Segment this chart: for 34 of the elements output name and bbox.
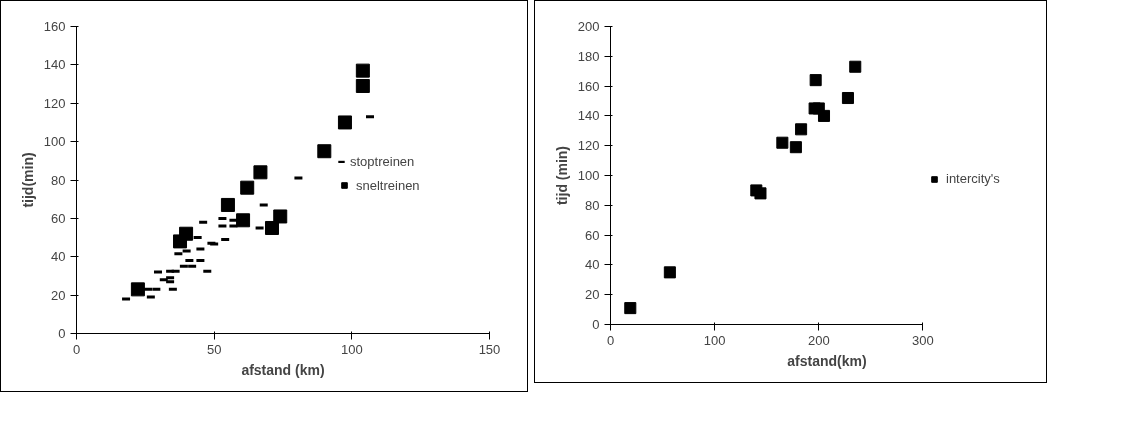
y-tick-label: 120: [577, 138, 600, 154]
x-tick-label: 100: [703, 332, 726, 348]
y-tick-label: 20: [585, 287, 600, 303]
y-tick-label: 0: [592, 317, 600, 332]
x-tick-label: 50: [206, 341, 222, 357]
y-tick-label: 140: [43, 57, 66, 73]
legend-label: intercity's: [946, 171, 1000, 186]
y-tick-label: 60: [585, 227, 600, 243]
y-tick-label: 200: [577, 19, 600, 34]
x-tick-label: 300: [912, 332, 934, 348]
y-tick-label: 60: [51, 210, 66, 226]
y-tick-label: 120: [43, 95, 66, 111]
x-tick-label: 0: [606, 332, 615, 348]
x-tick-label: 100: [340, 341, 363, 357]
legend-label: sneltreinen: [356, 177, 420, 193]
y-tick-label: 180: [577, 48, 600, 64]
x-axis-title: afstand (km): [241, 361, 325, 378]
y-tick-label: 160: [43, 19, 66, 34]
y-tick-label: 80: [585, 197, 600, 213]
y-tick-label: 160: [577, 78, 600, 94]
y-tick-label: 100: [43, 134, 66, 150]
y-tick-label: 20: [51, 287, 66, 303]
x-tick-label: 0: [72, 341, 81, 357]
y-tick-label: 100: [577, 168, 600, 183]
y-tick-label: 40: [585, 257, 600, 273]
y-tick-label: 80: [51, 172, 66, 188]
x-axis-title: afstand(km): [787, 352, 867, 369]
legend-label: stoptreinen: [350, 153, 415, 169]
y-tick-label: 40: [51, 249, 66, 265]
y-axis-title: tijd (min): [553, 145, 570, 206]
x-tick-label: 150: [478, 341, 501, 357]
x-tick-label: 200: [807, 332, 830, 348]
y-axis-title: tijd(min): [19, 152, 36, 208]
y-tick-label: 140: [577, 108, 600, 124]
